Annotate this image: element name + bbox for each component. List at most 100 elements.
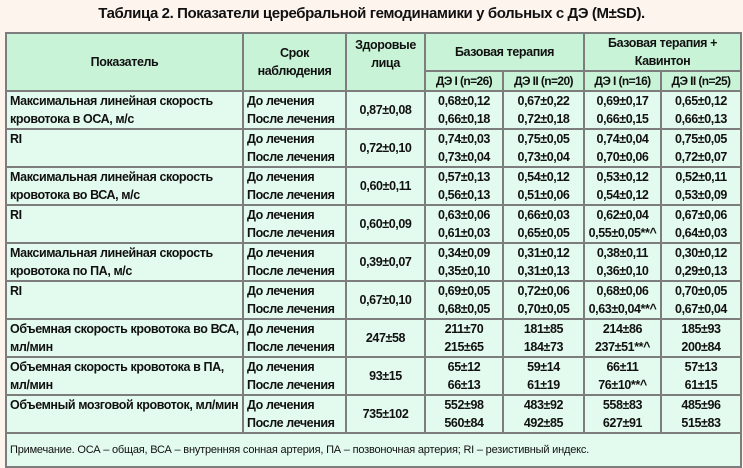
value-cell: 185±93 200±84 bbox=[659, 318, 743, 358]
value-after: 0,63±0,04**^ bbox=[588, 302, 657, 316]
value-cell: 0,31±0,12 0,31±0,13 bbox=[502, 242, 585, 282]
value-before: 0,72±0,06 bbox=[517, 284, 570, 298]
value-cell: 0,62±0,04 0,55±0,05**^ bbox=[583, 204, 662, 244]
value-after: 0,65±0,05 bbox=[517, 226, 570, 240]
value-before: 0,62±0,04 bbox=[596, 208, 649, 222]
value-cell: 66±11 76±10**^ bbox=[583, 356, 662, 396]
indicator-label: Максимальная линейная скорость кровотока… bbox=[5, 166, 244, 206]
period-cell: До лечения После лечения bbox=[242, 394, 347, 434]
value-after: 0,68±0,05 bbox=[438, 302, 490, 316]
value-after: 0,72±0,18 bbox=[517, 112, 570, 126]
value-cell: 0,66±0,03 0,65±0,05 bbox=[502, 204, 585, 244]
value-after: 0,70±0,05 bbox=[517, 302, 570, 316]
value-cell: 0,67±0,06 0,64±0,03 bbox=[659, 204, 743, 244]
value-before: 185±93 bbox=[681, 322, 721, 336]
value-after: 184±73 bbox=[523, 340, 564, 354]
value-before: 0,66±0,03 bbox=[517, 208, 570, 222]
value-cell: 0,68±0,12 0,66±0,18 bbox=[424, 90, 504, 130]
value-after: 0,66±0,13 bbox=[675, 112, 727, 126]
value-before: 0,54±0,12 bbox=[517, 170, 570, 184]
period-after: После лечения bbox=[247, 302, 335, 316]
value-after: 0,67±0,04 bbox=[675, 302, 727, 316]
healthy-value: 0,67±0,10 bbox=[345, 280, 426, 320]
indicator-label: Объемная скорость кровотока во ВСА, мл/м… bbox=[5, 318, 244, 358]
value-cell: 552±98 560±84 bbox=[424, 394, 504, 434]
value-before: 0,31±0,12 bbox=[517, 246, 570, 260]
table-row: RI До лечения После лечения 0,72±0,10 0,74±0… bbox=[5, 128, 743, 168]
healthy-value: 0,87±0,08 bbox=[345, 90, 426, 130]
value-after: 0,72±0,07 bbox=[675, 150, 727, 164]
value-before: 0,68±0,12 bbox=[438, 94, 490, 108]
header-indicator: Показатель bbox=[5, 32, 244, 92]
table-row: Объемная скорость кровотока во ВСА, мл/м… bbox=[5, 318, 743, 358]
value-cell: 558±83 627±91 bbox=[583, 394, 662, 434]
period-after: После лечения bbox=[247, 226, 335, 240]
value-cell: 485±96 515±83 bbox=[659, 394, 743, 434]
value-before: 211±70 bbox=[444, 322, 484, 336]
value-cell: 0,70±0,05 0,67±0,04 bbox=[659, 280, 743, 320]
value-before: 57±13 bbox=[684, 360, 718, 374]
healthy-value: 93±15 bbox=[345, 356, 426, 396]
value-after: 0,66±0,15 bbox=[596, 112, 649, 126]
indicator-label: RI bbox=[5, 280, 244, 320]
healthy-value: 0,60±0,09 bbox=[345, 204, 426, 244]
value-after: 0,56±0,13 bbox=[438, 188, 490, 202]
value-cell: 0,54±0,12 0,51±0,06 bbox=[502, 166, 585, 206]
value-cell: 0,63±0,06 0,61±0,03 bbox=[424, 204, 504, 244]
table-row: Максимальная линейная скорость кровотока… bbox=[5, 90, 743, 130]
healthy-value: 0,72±0,10 bbox=[345, 128, 426, 168]
subheader-col: ДЭ I (n=26) bbox=[424, 70, 504, 92]
value-before: 0,67±0,06 bbox=[675, 208, 727, 222]
value-before: 485±96 bbox=[681, 398, 721, 412]
indicator-label: Объемная скорость кровотока в ПА, мл/мин bbox=[5, 356, 244, 396]
header-period: Срок наблюдения bbox=[242, 32, 347, 92]
value-before: 59±14 bbox=[527, 360, 560, 374]
value-before: 0,74±0,03 bbox=[438, 132, 490, 146]
header-group-basic: Базовая терапия bbox=[424, 32, 585, 72]
value-before: 0,52±0,11 bbox=[675, 170, 727, 184]
value-cell: 483±92 492±85 bbox=[502, 394, 585, 434]
period-cell: До лечения После лечения bbox=[242, 280, 347, 320]
value-after: 0,55±0,05**^ bbox=[588, 226, 657, 240]
value-cell: 214±86 237±51**^ bbox=[583, 318, 662, 358]
value-after: 76±10**^ bbox=[598, 378, 647, 392]
table-row: Объемная скорость кровотока в ПА, мл/мин… bbox=[5, 356, 743, 396]
indicator-label: RI bbox=[5, 204, 244, 244]
value-cell: 0,69±0,17 0,66±0,15 bbox=[583, 90, 662, 130]
indicator-label: RI bbox=[5, 128, 244, 168]
value-before: 0,70±0,05 bbox=[675, 284, 727, 298]
value-cell: 0,74±0,04 0,70±0,06 bbox=[583, 128, 662, 168]
value-before: 552±98 bbox=[444, 398, 484, 412]
value-after: 560±84 bbox=[444, 416, 484, 430]
period-before: До лечения bbox=[247, 360, 315, 374]
value-after: 0,61±0,03 bbox=[438, 226, 490, 240]
value-after: 0,36±0,10 bbox=[596, 264, 649, 278]
value-cell: 0,67±0,22 0,72±0,18 bbox=[502, 90, 585, 130]
value-before: 0,75±0,05 bbox=[517, 132, 570, 146]
healthy-value: 0,39±0,07 bbox=[345, 242, 426, 282]
subheader-col: ДЭ II (n=25) bbox=[659, 70, 743, 92]
period-after: После лечения bbox=[247, 264, 335, 278]
period-before: До лечения bbox=[247, 208, 315, 222]
table-title: Таблица 2. Показатели церебральной гемод… bbox=[98, 5, 645, 22]
period-cell: До лечения После лечения bbox=[242, 204, 347, 244]
value-after: 0,70±0,06 bbox=[596, 150, 649, 164]
value-after: 627±91 bbox=[602, 416, 643, 430]
value-after: 61±15 bbox=[684, 378, 718, 392]
table-row: Объемный мозговой кровоток, мл/мин До леч… bbox=[5, 394, 743, 434]
value-before: 0,30±0,12 bbox=[675, 246, 727, 260]
period-cell: До лечения После лечения bbox=[242, 166, 347, 206]
table-row: RI До лечения После лечения 0,67±0,10 0,69±0… bbox=[5, 280, 743, 320]
period-after: После лечения bbox=[247, 340, 335, 354]
value-cell: 181±85 184±73 bbox=[502, 318, 585, 358]
period-after: После лечения bbox=[247, 378, 335, 392]
value-before: 0,38±0,11 bbox=[596, 246, 649, 260]
period-after: После лечения bbox=[247, 188, 335, 202]
value-after: 61±19 bbox=[527, 378, 560, 392]
value-after: 0,35±0,10 bbox=[438, 264, 490, 278]
period-cell: До лечения После лечения bbox=[242, 90, 347, 130]
period-before: До лечения bbox=[247, 246, 315, 260]
value-before: 0,63±0,06 bbox=[438, 208, 490, 222]
hemodynamics-table: Показатель Срок наблюдения Здоровые лица… bbox=[4, 32, 743, 468]
indicator-label: Максимальная линейная скорость кровотока… bbox=[5, 90, 244, 130]
